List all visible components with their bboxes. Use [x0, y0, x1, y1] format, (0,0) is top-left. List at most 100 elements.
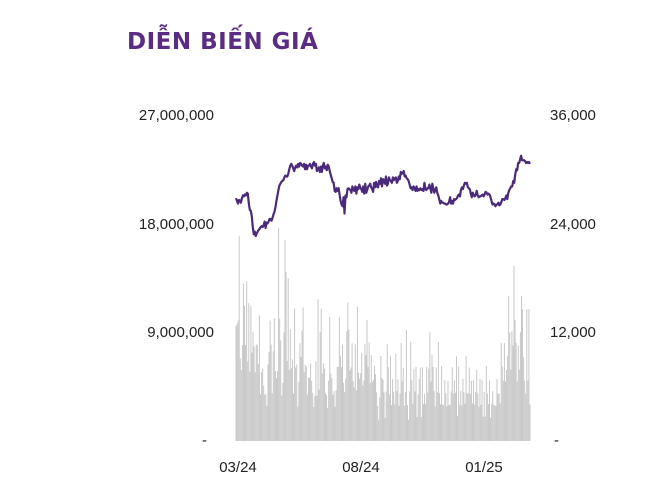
volume-bar: [453, 380, 455, 441]
volume-bar: [280, 340, 282, 441]
volume-bar: [529, 404, 531, 441]
volume-bar: [415, 366, 417, 441]
volume-bar: [419, 367, 421, 441]
volume-bar: [452, 393, 454, 441]
volume-bar: [395, 354, 397, 441]
volume-bar: [409, 391, 411, 441]
volume-bar: [502, 380, 504, 441]
volume-bar: [257, 363, 259, 441]
volume-bar: [445, 393, 447, 441]
volume-bar: [295, 367, 297, 441]
volume-bar: [424, 393, 426, 441]
volume-bar: [391, 405, 393, 441]
volume-bar: [387, 367, 389, 441]
volume-bar: [240, 370, 242, 441]
volume-bar: [454, 392, 456, 441]
volume-bar: [261, 372, 263, 441]
volume-bar: [365, 355, 367, 441]
volume-bar: [319, 331, 321, 441]
volume-bar: [268, 351, 270, 441]
volume-bar: [486, 393, 488, 441]
volume-bar: [369, 383, 371, 441]
volume-bar: [418, 379, 420, 441]
volume-bar: [513, 265, 515, 441]
right-tick-12000: 12,000: [550, 324, 596, 341]
volume-bar: [315, 361, 317, 441]
volume-bar: [499, 403, 501, 441]
volume-bar: [296, 364, 298, 441]
volume-bar: [302, 307, 304, 441]
volume-bar: [440, 404, 442, 441]
volume-bar: [371, 381, 373, 441]
volume-bar: [498, 393, 500, 441]
volume-bar: [394, 404, 396, 441]
volume-bar: [524, 380, 526, 441]
volume-bar: [381, 378, 383, 441]
volume-bar: [492, 391, 494, 441]
volume-bar: [490, 417, 492, 441]
volume-bar: [264, 394, 266, 441]
volume-bar: [528, 309, 530, 441]
volume-bar: [437, 341, 439, 441]
volume-bar: [273, 318, 275, 441]
volume-bar: [241, 345, 243, 441]
volume-bar: [255, 344, 257, 441]
volume-bar: [239, 358, 241, 441]
volume-bar: [399, 393, 401, 441]
volume-bar: [344, 392, 346, 441]
volume-bar: [414, 391, 416, 441]
volume-bar: [408, 419, 410, 441]
volume-bar: [349, 370, 351, 441]
volume-bar: [473, 380, 475, 441]
volume-bar: [291, 359, 293, 441]
volume-bar: [464, 403, 466, 442]
volume-bar: [376, 392, 378, 441]
volume-bar: [318, 389, 320, 441]
volume-bar: [339, 355, 341, 441]
volume-bar: [279, 318, 281, 441]
volume-bar: [413, 368, 415, 441]
volume-bar: [352, 381, 354, 441]
volume-bar: [410, 341, 412, 441]
volume-bar: [386, 343, 388, 441]
chart-title: DIỄN BIẾN GIÁ: [127, 29, 319, 55]
volume-bar: [301, 330, 303, 441]
volume-bar: [377, 406, 379, 441]
volume-bar: [398, 405, 400, 441]
volume-bar: [345, 378, 347, 441]
volume-bar: [330, 373, 332, 441]
volume-bar: [431, 354, 433, 441]
volume-bar: [299, 343, 301, 441]
volume-bar: [309, 378, 310, 441]
volume-bar: [265, 393, 267, 442]
volume-bar: [458, 366, 460, 441]
volume-bar: [435, 367, 437, 441]
x-tick-08-24: 08/24: [342, 459, 380, 476]
volume-bar: [523, 357, 525, 441]
volume-bar: [443, 405, 445, 441]
volume-bar: [269, 320, 271, 441]
volume-bar: [348, 329, 350, 441]
volume-bar: [290, 368, 292, 441]
volume-bar: [317, 299, 319, 441]
volume-bar: [283, 332, 285, 441]
volume-bar: [338, 317, 340, 441]
x-tick-03-24: 03/24: [219, 459, 257, 476]
volume-bar: [278, 228, 280, 441]
volume-bar: [485, 365, 487, 441]
volume-bar: [337, 367, 339, 441]
volume-bar: [460, 390, 462, 441]
volume-bar: [282, 382, 284, 441]
left-tick-27m: 27,000,000: [139, 107, 214, 124]
volume-bar: [260, 394, 261, 441]
volume-bar: [304, 365, 306, 441]
volume-bar: [372, 379, 374, 441]
volume-bar: [327, 408, 329, 441]
volume-bar: [346, 331, 348, 441]
volume-bar: [476, 369, 478, 441]
volume-bar: [400, 343, 402, 441]
volume-bar: [482, 416, 484, 441]
volume-bar: [332, 394, 334, 441]
volume-bar: [310, 363, 312, 441]
